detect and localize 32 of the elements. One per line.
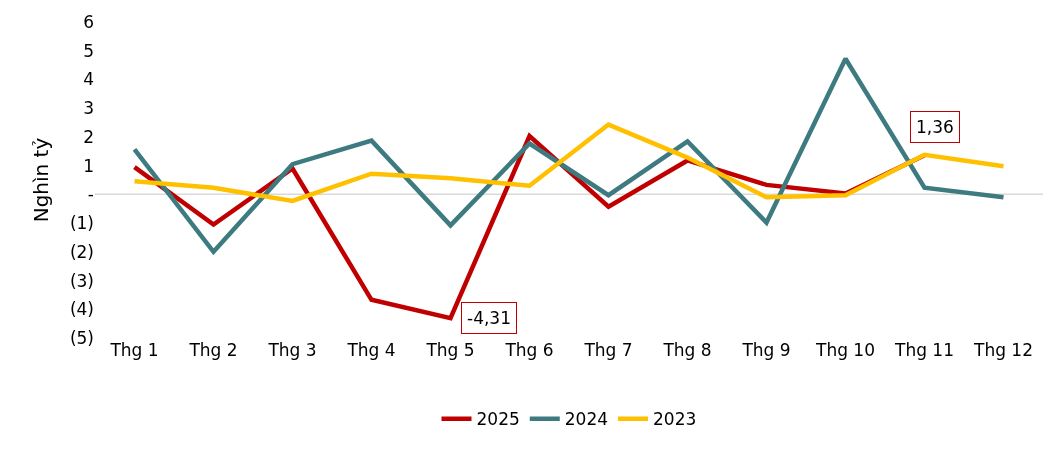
y-tick-label: 5 xyxy=(83,40,94,61)
y-tick-label: 6 xyxy=(83,11,94,32)
y-tick-label: - xyxy=(87,184,94,205)
y-tick-label: 4 xyxy=(83,69,94,90)
x-tick-label: Thg 2 xyxy=(188,340,238,360)
y-tick-label: (3) xyxy=(69,270,94,291)
legend-label: 2025 xyxy=(476,409,520,430)
x-tick-label: Thg 8 xyxy=(662,340,712,360)
line-series xyxy=(132,56,1006,255)
x-tick-label: Thg 10 xyxy=(815,340,875,360)
x-tick-label: Thg 11 xyxy=(894,340,954,360)
line-series xyxy=(132,122,1006,204)
y-tick-label: (2) xyxy=(69,241,94,262)
y-tick-label: 1 xyxy=(83,155,94,176)
x-tick-label: Thg 3 xyxy=(267,340,317,360)
y-tick-label: (4) xyxy=(69,299,94,320)
annotation: 1,36 xyxy=(916,117,954,137)
x-tick-label: Thg 7 xyxy=(583,340,633,360)
y-axis-title: Nghìn tỷ xyxy=(29,137,54,223)
x-tick-label: Thg 6 xyxy=(504,340,554,360)
x-tick-label: Thg 9 xyxy=(741,340,791,360)
x-tick-label: Thg 5 xyxy=(425,340,475,360)
y-tick-label: (5) xyxy=(69,327,94,348)
annotation: -4,31 xyxy=(467,308,511,328)
x-tick-label: Thg 1 xyxy=(109,340,159,360)
y-tick-label: 2 xyxy=(83,126,94,147)
legend-label: 2024 xyxy=(564,409,609,430)
x-tick-label: Thg 4 xyxy=(346,340,396,360)
y-tick-label: (1) xyxy=(69,213,94,234)
legend-label: 2023 xyxy=(653,409,697,430)
y-tick-label: 3 xyxy=(83,98,94,119)
x-tick-label: Thg 12 xyxy=(973,340,1033,360)
